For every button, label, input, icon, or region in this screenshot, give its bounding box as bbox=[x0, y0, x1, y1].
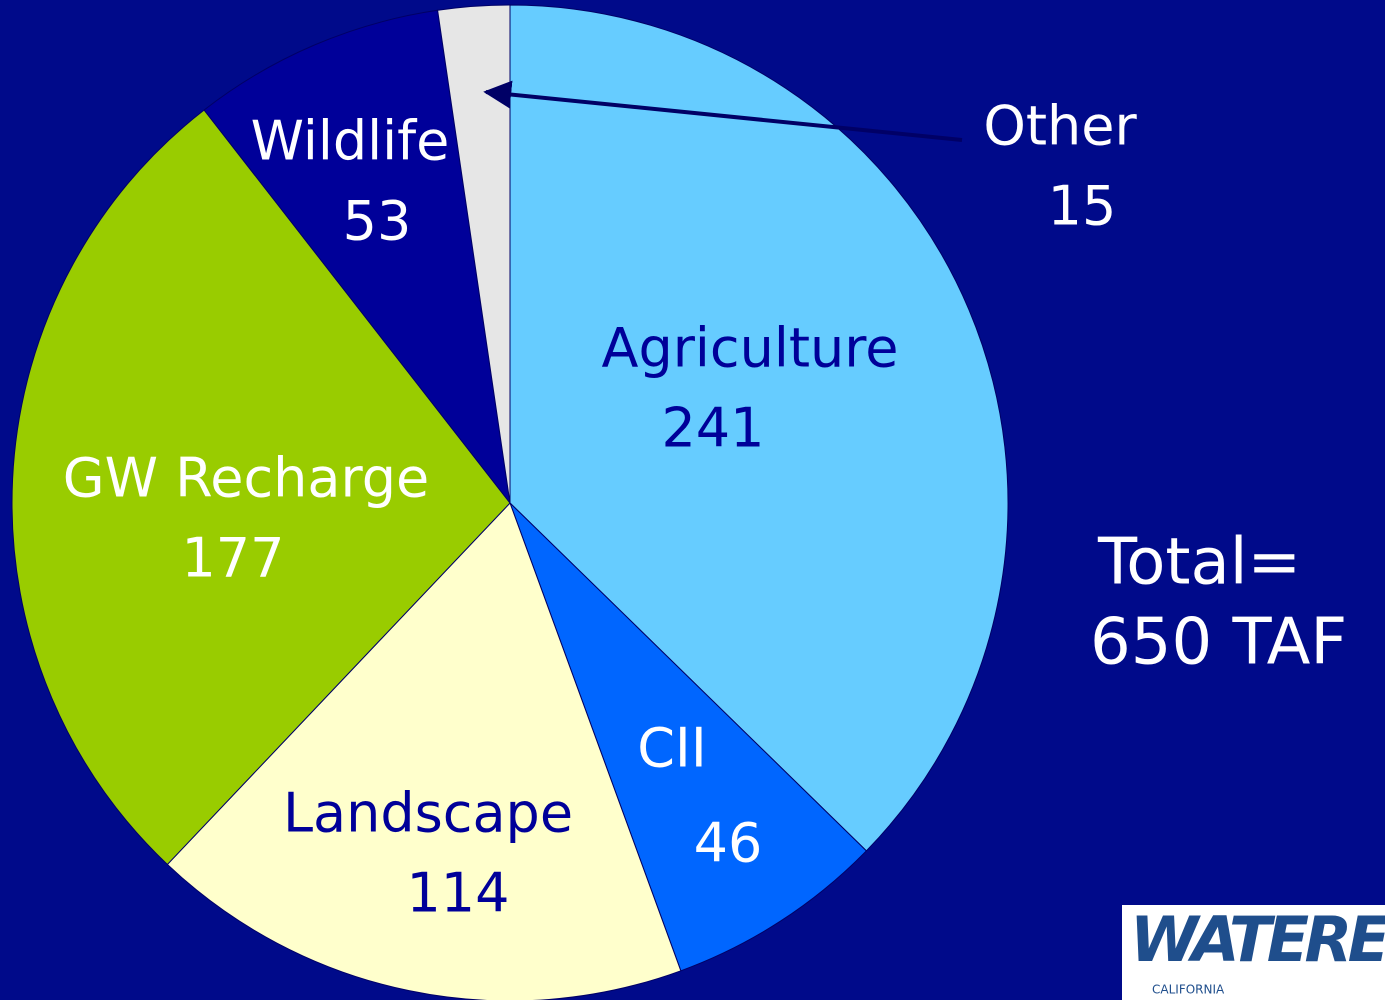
pie-slice bbox=[437, 4, 511, 504]
logo-text: WATERE bbox=[1130, 903, 1385, 976]
total-value: 650 TAF bbox=[1090, 606, 1347, 680]
pie bbox=[11, 4, 1009, 1000]
slice-label: CII bbox=[637, 717, 707, 780]
pie-slice bbox=[509, 502, 868, 972]
slice-label: Other bbox=[983, 95, 1137, 158]
pie-slice bbox=[203, 9, 511, 505]
slice-value: 15 bbox=[1048, 175, 1117, 238]
slice-value: 241 bbox=[661, 397, 764, 460]
slice-value: 46 bbox=[694, 812, 763, 875]
pie-slice bbox=[166, 502, 682, 1000]
logo: WATERE CALIFORNIA bbox=[1122, 903, 1385, 1000]
total-label: Total= bbox=[1097, 526, 1301, 600]
logo-box bbox=[1122, 905, 1385, 1000]
slice-value: 114 bbox=[406, 862, 509, 925]
slice-label: Wildlife bbox=[251, 110, 450, 173]
slice-value: 177 bbox=[181, 527, 284, 590]
slice-label: Agriculture bbox=[602, 317, 899, 380]
other-arrow bbox=[483, 80, 963, 142]
slice-label: Landscape bbox=[283, 782, 573, 845]
logo-subtext: CALIFORNIA bbox=[1152, 983, 1225, 997]
pie-slice bbox=[11, 109, 511, 866]
slice-label: GW Recharge bbox=[63, 447, 429, 510]
slice-value: 53 bbox=[343, 190, 412, 253]
pie-slice bbox=[509, 4, 1009, 852]
